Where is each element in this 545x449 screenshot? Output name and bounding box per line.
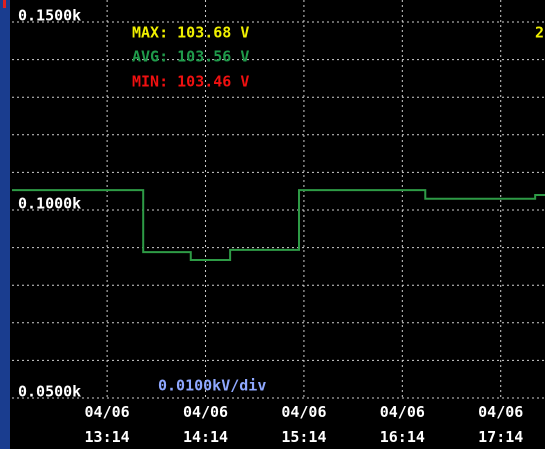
x-tick-label: 04/06 16:14 <box>380 403 425 446</box>
y-tick-label: 0.1000k <box>18 195 81 213</box>
x-tick-label: 04/06 17:14 <box>478 403 523 446</box>
annotation-scale: 0.0100kV/div <box>158 377 266 395</box>
x-tick-label: 04/06 14:14 <box>183 403 228 446</box>
annotation-max: MAX: 103.68 V <box>132 24 249 42</box>
y-tick-label: 0.1500k <box>18 7 81 25</box>
series-line <box>12 189 545 262</box>
corner-marker <box>3 0 6 8</box>
annotation-min: MIN: 103.46 V <box>132 73 249 91</box>
x-tick-label: 04/06 15:14 <box>281 403 326 446</box>
minor-grid <box>12 59 545 361</box>
annotation-avg: AVG: 103.56 V <box>132 48 249 66</box>
x-tick-label: 04/06 13:14 <box>85 403 130 446</box>
y-tick-label: 0.0500k <box>18 383 81 401</box>
side-strip <box>0 0 10 449</box>
annotation-corner: 2 <box>535 24 544 42</box>
